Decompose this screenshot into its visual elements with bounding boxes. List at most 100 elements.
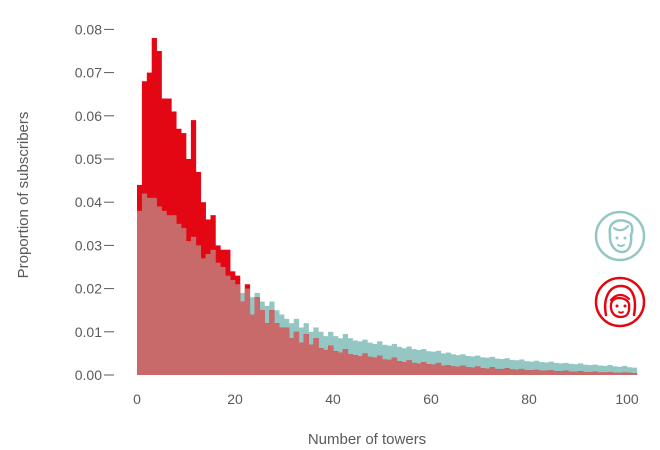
overlap-bar xyxy=(293,331,300,375)
overlap-bar xyxy=(529,370,535,375)
male-bar xyxy=(411,349,417,375)
overlap-bar xyxy=(587,371,594,375)
overlap-bar xyxy=(465,367,471,375)
overlap-bar xyxy=(445,365,451,375)
overlap-bar xyxy=(303,333,309,375)
male-bar xyxy=(509,359,515,375)
overlap-bar xyxy=(235,284,241,375)
y-tick-label: 0.00 xyxy=(75,367,102,383)
overlap-bar xyxy=(401,362,407,375)
overlap-bar xyxy=(215,262,221,375)
overlap-bar xyxy=(190,236,197,375)
overlap-bar xyxy=(470,367,476,375)
male-bar xyxy=(494,358,500,375)
overlap-bar xyxy=(259,310,265,375)
overlap-bar xyxy=(264,323,270,375)
overlap-bar xyxy=(499,368,505,375)
overlap-bar xyxy=(421,362,427,375)
male-bar xyxy=(440,353,447,375)
overlap-bar xyxy=(362,353,368,375)
overlap-bar xyxy=(543,370,549,375)
overlap-bar xyxy=(406,360,412,375)
overlap-bar xyxy=(475,366,481,375)
overlap-bar xyxy=(435,362,442,375)
overlap-bar xyxy=(509,369,515,375)
overlap-bar xyxy=(592,371,598,375)
x-axis: 0 20 40 60 80 100 xyxy=(133,391,639,407)
overlap-bar xyxy=(602,372,608,375)
male-bar xyxy=(553,362,559,375)
overlap-bar xyxy=(313,338,319,375)
overlap-bar xyxy=(582,371,589,375)
overlap-bar xyxy=(607,371,613,375)
overlap-bar xyxy=(504,368,510,375)
x-axis-label: Number of towers xyxy=(308,431,426,448)
male-bar xyxy=(582,364,589,375)
overlap-bar xyxy=(548,370,554,375)
overlap-bar xyxy=(426,364,432,375)
x-tick-label: 0 xyxy=(133,391,141,407)
male-bar xyxy=(460,354,466,375)
y-tick-label: 0.06 xyxy=(75,108,102,124)
overlap-bar xyxy=(484,368,491,375)
overlap-bar xyxy=(288,338,295,375)
overlap-bar xyxy=(279,327,285,375)
overlap-bar xyxy=(200,258,206,375)
overlap-bar xyxy=(558,371,564,375)
overlap-bar xyxy=(563,370,569,375)
x-tick-label: 60 xyxy=(423,391,439,407)
male-bar xyxy=(470,356,476,375)
female-face-icon xyxy=(594,276,646,328)
overlap-bar xyxy=(205,254,211,375)
y-axis: 0.00 0.01 0.02 0.03 0.04 0.05 0.06 0.07 0.08 xyxy=(75,21,114,383)
male-bar xyxy=(445,352,451,375)
overlap-bar xyxy=(455,366,461,375)
overlap-bar xyxy=(337,352,344,375)
overlap-bar xyxy=(347,354,353,375)
male-bar xyxy=(617,366,623,375)
male-bar xyxy=(631,367,638,375)
overlap-bar xyxy=(431,364,437,375)
overlap-bar xyxy=(617,372,623,375)
male-bar xyxy=(587,365,594,375)
y-axis-label: Proportion of subscribers xyxy=(15,112,32,279)
male-bar xyxy=(529,361,535,375)
male-bar xyxy=(416,349,422,375)
overlap-bar xyxy=(308,344,314,375)
male-bar xyxy=(455,355,461,375)
overlap-bar xyxy=(274,323,280,375)
overlap-bar xyxy=(386,359,393,375)
overlap-bar xyxy=(416,363,422,375)
overlap-bar xyxy=(372,357,378,375)
overlap-bar xyxy=(161,210,167,375)
overlap-bar xyxy=(333,351,339,375)
male-bar xyxy=(524,361,530,375)
male-bar xyxy=(622,365,628,375)
male-bar xyxy=(597,365,603,375)
overlap-bar xyxy=(519,368,525,375)
male-bar xyxy=(543,362,549,375)
male-bar xyxy=(573,364,579,375)
overlap-bar xyxy=(460,365,466,375)
male-bar xyxy=(578,363,584,375)
overlap-bar xyxy=(489,367,496,375)
y-tick-label: 0.04 xyxy=(75,194,102,210)
male-bar xyxy=(480,357,486,375)
overlap-bar xyxy=(230,279,236,375)
overlap-bar xyxy=(382,359,388,375)
male-bar xyxy=(563,362,569,375)
overlap-bar xyxy=(284,327,290,375)
male-bar xyxy=(504,358,510,375)
overlap-bar xyxy=(137,210,143,375)
male-bar xyxy=(431,351,437,375)
male-bar xyxy=(533,360,540,375)
overlap-bar xyxy=(254,297,260,375)
male-bar xyxy=(499,359,505,375)
overlap-bar xyxy=(176,223,182,375)
male-bar xyxy=(519,359,525,375)
overlap-bar xyxy=(352,355,358,375)
male-bar xyxy=(450,354,456,375)
overlap-bar xyxy=(367,356,373,375)
male-bar xyxy=(396,346,402,375)
